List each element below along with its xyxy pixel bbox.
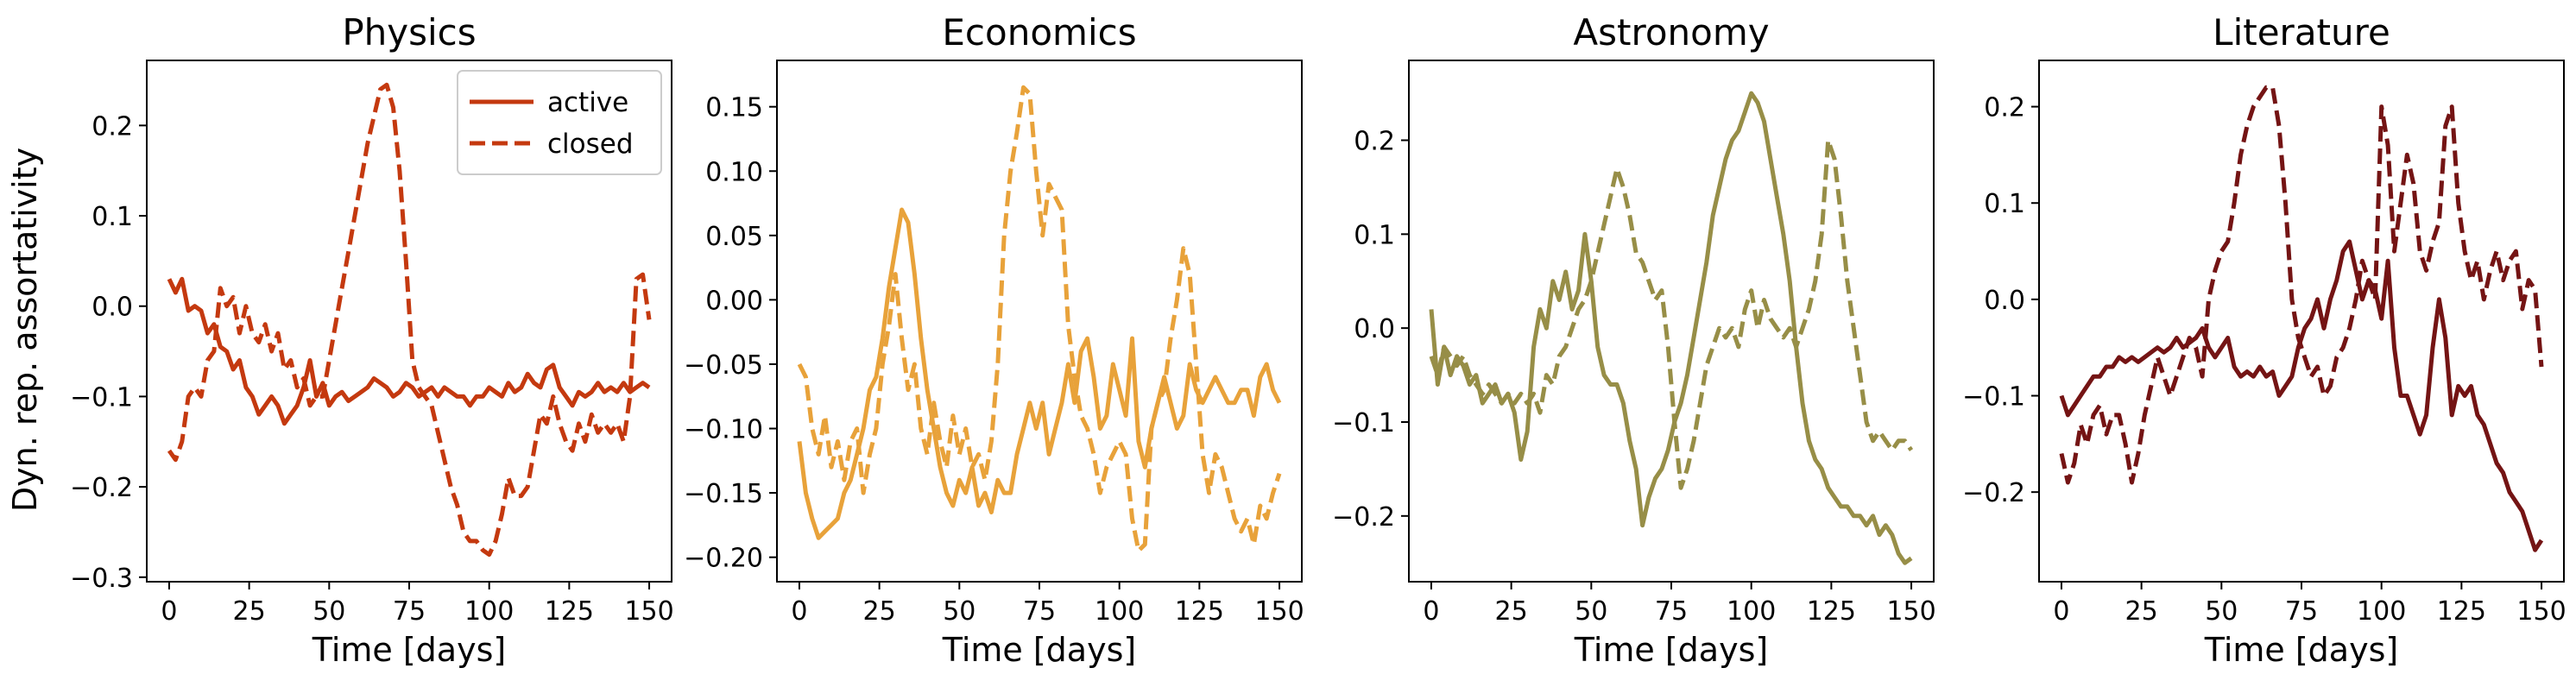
y-tick-label: 0.0: [1354, 314, 1395, 344]
y-tick-label: −0.20: [684, 544, 763, 574]
legend: active closed: [457, 70, 662, 175]
y-tick-label: −0.2: [70, 473, 133, 503]
series-group: [167, 82, 652, 558]
y-tick-label: 0.0: [1984, 286, 2025, 316]
x-tick-label: 125: [545, 596, 594, 627]
y-tick-label: 0.0: [92, 293, 133, 323]
y-tick-label: −0.1: [1332, 408, 1395, 438]
series-group: [2059, 85, 2544, 552]
y-tick-label: 0.00: [705, 286, 763, 316]
x-tick-label: 25: [1495, 596, 1528, 627]
x-tick-label: 25: [2125, 596, 2158, 627]
x-tick-label: 100: [464, 596, 514, 627]
y-tick-label: −0.1: [1962, 382, 2025, 413]
series-line-closed: [167, 82, 652, 558]
panel-title: Astronomy: [1573, 11, 1769, 54]
x-tick-label: 50: [1575, 596, 1607, 627]
x-tick-label: 50: [943, 596, 975, 627]
panel-title: Economics: [942, 11, 1136, 54]
legend-label-closed: closed: [547, 129, 634, 160]
figure-ylabel: Dyn. rep. assortativity: [6, 148, 44, 512]
legend-box: [457, 70, 662, 175]
y-tick-label: 0.15: [705, 93, 763, 123]
x-tick-label: 125: [2437, 596, 2486, 627]
series-line-closed: [2059, 85, 2544, 485]
y-tick-label: 0.1: [1984, 189, 2025, 219]
y-tick-label: 0.2: [92, 111, 133, 142]
y-tick-label: −0.05: [684, 350, 763, 381]
series-group: [797, 85, 1282, 553]
series-line-active: [167, 276, 651, 426]
x-tick-label: 150: [1254, 596, 1304, 627]
x-tick-label: 0: [161, 596, 177, 627]
panel-physics: 0 25 50 75 100 125 150 −0.3 −0.2 −0.1 0.0 0.1 0.2 Phy…: [70, 11, 674, 669]
y-tick-label: −0.10: [684, 415, 763, 445]
y-tick-label: 0.05: [705, 222, 763, 252]
y-tick-label: −0.1: [70, 382, 133, 413]
y-tick-label: −0.3: [70, 564, 133, 594]
panel-title: Physics: [342, 11, 476, 54]
x-axis-label: Time [days]: [312, 631, 506, 669]
y-tick-label: 0.1: [92, 202, 133, 232]
y-tick-label: −0.2: [1962, 478, 2025, 508]
x-tick-label: 75: [1023, 596, 1056, 627]
subplot-grid: 0 25 50 75 100 125 150 −0.3 −0.2 −0.1 0.0 0.1 0.2 Phy…: [70, 11, 2567, 669]
x-axis-label: Time [days]: [2204, 631, 2398, 669]
series-line-closed: [1429, 138, 1914, 490]
x-tick-label: 75: [1655, 596, 1688, 627]
x-tick-label: 0: [1423, 596, 1439, 627]
y-tick-label: 0.10: [705, 157, 763, 187]
x-tick-label: 0: [2053, 596, 2069, 627]
x-tick-label: 50: [313, 596, 345, 627]
y-tick-label: −0.15: [684, 479, 763, 509]
legend-label-active: active: [547, 87, 628, 118]
series-line-closed: [797, 85, 1282, 553]
x-tick-label: 50: [2205, 596, 2238, 627]
x-tick-label: 75: [2285, 596, 2318, 627]
x-tick-label: 125: [1807, 596, 1856, 627]
x-axis-label: Time [days]: [1574, 631, 1768, 669]
x-tick-label: 150: [2516, 596, 2566, 627]
x-tick-label: 125: [1175, 596, 1224, 627]
x-tick-label: 0: [791, 596, 807, 627]
y-tick-label: 0.2: [1984, 93, 2025, 123]
x-tick-label: 150: [1886, 596, 1935, 627]
y-tick-label: 0.2: [1354, 127, 1395, 157]
x-tick-label: 100: [1727, 596, 1776, 627]
x-tick-label: 150: [624, 596, 673, 627]
panel-title: Literature: [2213, 11, 2390, 54]
x-tick-label: 100: [1095, 596, 1144, 627]
panel-economics: 0 25 50 75 100 125 150 −0.20 −0.15 −0.10 −0.05 0.00…: [684, 11, 1304, 669]
y-tick-label: −0.2: [1332, 502, 1395, 533]
panel-literature: 0 25 50 75 100 125 150 −0.2 −0.1 0.0 0.1 0.2 Literat…: [1962, 11, 2567, 669]
x-tick-label: 25: [233, 596, 266, 627]
series-line-active: [2059, 239, 2544, 552]
y-tick-label: 0.1: [1354, 220, 1395, 250]
x-tick-label: 75: [393, 596, 426, 627]
x-tick-label: 100: [2357, 596, 2406, 627]
x-tick-label: 25: [863, 596, 896, 627]
series-line-active: [1429, 91, 1913, 565]
x-axis-label: Time [days]: [942, 631, 1136, 669]
series-group: [1429, 91, 1914, 565]
panel-astronomy: 0 25 50 75 100 125 150 −0.2 −0.1 0.0 0.1 0.2 Astrono…: [1332, 11, 1936, 669]
